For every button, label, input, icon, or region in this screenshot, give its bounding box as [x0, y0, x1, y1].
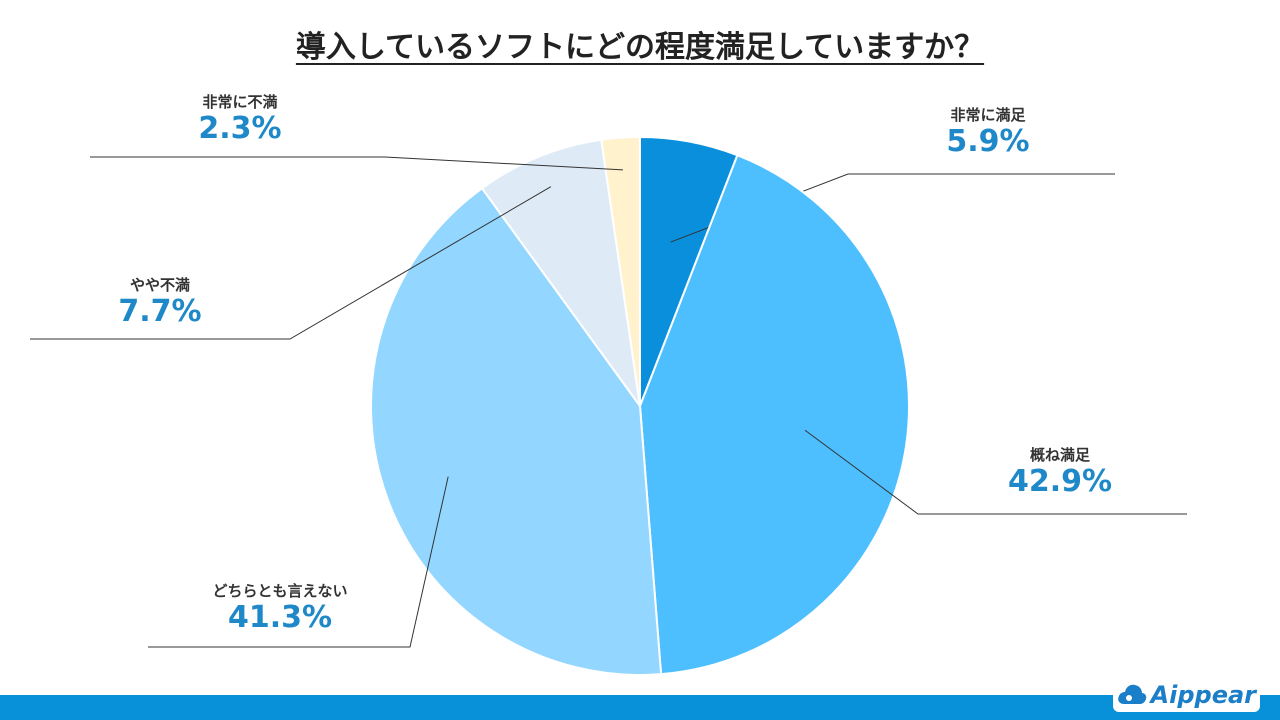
- slice-label: どちらとも言えない 41.3%: [170, 580, 390, 635]
- leader-line: [30, 186, 552, 340]
- slice-label: 非常に満足 5.9%: [878, 104, 1098, 159]
- footer-bar: [0, 695, 1280, 720]
- slice-percent-label: 7.7%: [118, 294, 202, 329]
- slice-percent-label: 2.3%: [198, 111, 282, 146]
- logo-text: Aippear: [1150, 681, 1256, 709]
- slice-label: 概ね満足 42.9%: [950, 444, 1170, 499]
- pie-slice: [600, 135, 641, 407]
- slice-percent-label: 5.9%: [946, 124, 1030, 159]
- leader-line: [90, 156, 623, 171]
- pie-slice: [370, 186, 663, 676]
- slice-percent-label: 41.3%: [227, 600, 333, 635]
- leader-line: [148, 476, 449, 648]
- slice-category-label: どちらとも言えない: [212, 582, 348, 600]
- brand-logo: Aippear: [1112, 678, 1260, 712]
- slice-label: やや不満 7.7%: [50, 274, 270, 329]
- slice-category-label: 非常に不満: [202, 93, 278, 111]
- slice-label: 非常に不満 2.3%: [130, 91, 350, 146]
- slice-category-label: やや不満: [129, 276, 190, 294]
- cloud-icon: [1117, 684, 1146, 704]
- slice-percent-label: 42.9%: [1007, 464, 1113, 499]
- slice-category-label: 概ね満足: [1029, 446, 1090, 464]
- pie-slice: [480, 138, 641, 407]
- leader-line: [804, 429, 1187, 515]
- chart-title: 導入しているソフトにどの程度満足していますか？: [295, 30, 985, 65]
- pie-slice: [638, 153, 910, 676]
- slice-category-label: 非常に満足: [950, 106, 1026, 124]
